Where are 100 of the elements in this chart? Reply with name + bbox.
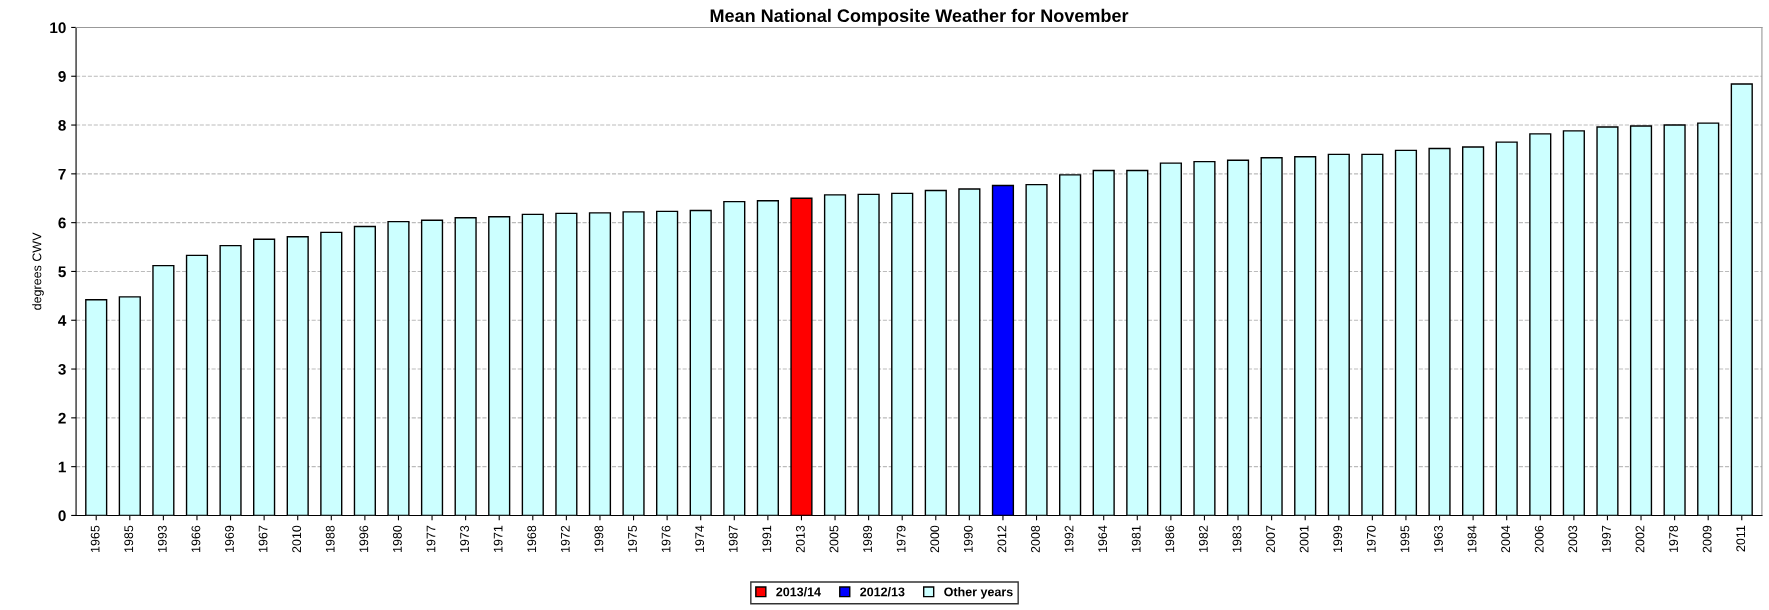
bar — [1226, 159, 1250, 516]
x-tick-label: 2006 — [1534, 525, 1544, 553]
chart-title: Mean National Composite Weather for November — [710, 8, 1129, 26]
bar — [622, 211, 645, 516]
x-tick-label: 2011 — [1736, 525, 1746, 552]
bar — [1529, 133, 1552, 516]
x-tick-label: 1981 — [1131, 525, 1141, 553]
bar — [1697, 122, 1720, 516]
bar — [1394, 149, 1418, 516]
x-tick-label: 1965 — [90, 525, 100, 553]
x-tick-label: 2012 — [997, 525, 1007, 553]
x-tick-label: 2013 — [795, 525, 805, 553]
x-tick-label: 1992 — [1064, 525, 1074, 553]
bar — [1025, 183, 1048, 516]
bar — [723, 200, 746, 516]
x-tick-label: 1967 — [258, 525, 268, 553]
x-tick-label: 1988 — [325, 525, 335, 553]
bar — [521, 213, 544, 516]
legend-label: 2012/13 — [860, 587, 905, 597]
bar — [1596, 126, 1619, 516]
bar — [1294, 156, 1317, 516]
bar — [1092, 169, 1115, 516]
x-tick-label: 1987 — [728, 525, 738, 553]
x-tick-label: 2001 — [1299, 525, 1309, 553]
bar — [958, 188, 981, 516]
x-tick-label: 1979 — [896, 525, 906, 553]
bar — [1327, 153, 1350, 516]
x-tick-label: 1970 — [1366, 525, 1376, 553]
bar — [1428, 147, 1451, 516]
bar — [991, 184, 1015, 516]
y-tick-label: 2 — [58, 412, 66, 424]
x-tick-label: 2005 — [829, 525, 839, 553]
bar — [1361, 153, 1384, 516]
y-tick-label: 7 — [58, 168, 66, 180]
y-tick-label: 5 — [58, 266, 66, 278]
x-tick-label: 1972 — [560, 525, 570, 553]
bar — [488, 216, 511, 516]
x-tick-label: 2004 — [1501, 525, 1511, 553]
bar — [1126, 169, 1149, 516]
x-tick-label: 1971 — [493, 525, 503, 553]
bar — [152, 264, 175, 516]
bar — [219, 244, 242, 516]
bar — [689, 209, 712, 516]
y-tick-label: 8 — [58, 119, 66, 131]
y-tick-label: 6 — [58, 217, 66, 229]
bar — [1495, 141, 1518, 516]
bar — [1159, 162, 1182, 516]
x-tick-label: 1998 — [594, 525, 604, 553]
bar — [891, 192, 914, 516]
x-tick-label: 1975 — [628, 525, 637, 553]
bar — [353, 225, 376, 516]
bar — [790, 197, 813, 516]
x-tick-label: 1985 — [124, 525, 134, 553]
y-tick-label: 10 — [50, 22, 66, 34]
y-tick-label: 3 — [58, 363, 66, 375]
x-tick-label: 1993 — [157, 525, 167, 553]
x-tick-label: 1964 — [1098, 525, 1108, 553]
bar — [823, 194, 847, 516]
legend-label: 2013/14 — [776, 587, 821, 597]
x-tick-label: 1995 — [1400, 525, 1410, 553]
bar — [286, 236, 309, 516]
x-tick-label: 2010 — [292, 525, 302, 553]
bar — [588, 212, 612, 516]
x-tick-label: 1996 — [359, 525, 369, 553]
bar — [756, 199, 779, 516]
x-tick-label: 1968 — [527, 525, 537, 553]
x-tick-label: 1969 — [225, 525, 234, 553]
x-tick-label: 1986 — [1165, 525, 1175, 553]
bar — [924, 189, 947, 516]
bar — [1059, 174, 1082, 516]
x-tick-label: 1991 — [762, 525, 772, 553]
x-tick-label: 2000 — [930, 525, 940, 553]
x-tick-label: 1982 — [1198, 525, 1208, 553]
bar — [420, 219, 444, 516]
x-tick-label: 1983 — [1232, 525, 1242, 553]
bar — [555, 212, 578, 516]
legend-label: Other years — [944, 587, 1013, 599]
x-tick-label: 1963 — [1434, 525, 1443, 553]
bar — [1462, 146, 1485, 516]
bar — [118, 296, 141, 516]
x-tick-label: 1976 — [661, 525, 671, 553]
x-tick-label: 1997 — [1601, 525, 1611, 553]
x-tick-label: 1999 — [1333, 525, 1343, 553]
x-tick-label: 1989 — [863, 525, 872, 553]
y-tick-label: 9 — [58, 71, 66, 82]
bar — [1562, 130, 1585, 516]
y-tick-label: 4 — [58, 315, 67, 326]
y-tick-label: 1 — [58, 461, 66, 473]
x-tick-label: 1973 — [460, 525, 469, 553]
x-tick-label: 1966 — [191, 525, 201, 553]
x-tick-label: 1978 — [1669, 525, 1678, 553]
bar — [1193, 160, 1216, 516]
x-tick-label: 2007 — [1266, 525, 1275, 553]
bar — [320, 231, 343, 516]
x-tick-label: 1984 — [1467, 525, 1477, 553]
bar — [1663, 124, 1686, 516]
bar — [454, 217, 477, 516]
bar — [1260, 157, 1283, 516]
y-tick-label: 0 — [58, 510, 66, 522]
bar — [656, 210, 679, 516]
